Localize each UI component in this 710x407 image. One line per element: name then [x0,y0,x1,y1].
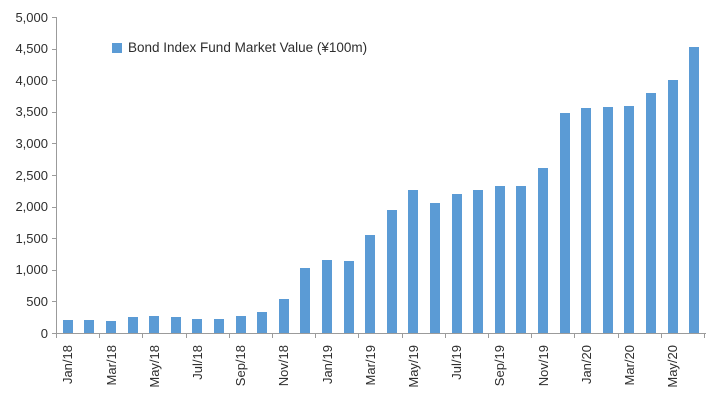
y-tick-label: 4,000 [15,72,48,88]
x-tick [617,334,619,338]
x-tick-label: Jan/19 [319,345,335,385]
y-tick-label: 1,000 [15,262,48,278]
y-tick-label: 2,000 [15,199,48,215]
x-tick [574,334,576,338]
x-tick [531,334,533,338]
bar-Mar/20 [624,106,635,333]
x-tick-label: Mar/18 [103,345,119,386]
y-tick [52,111,56,113]
y-tick-label: 3,500 [15,104,48,120]
bar-Sep/19 [494,185,505,333]
x-tick-label: May/19 [405,345,421,388]
x-tick-label: Sep/19 [492,345,508,387]
bar-Jan/19 [322,259,332,333]
legend-label: Bond Index Fund Market Value (¥100m) [128,40,368,55]
x-tick [185,334,187,338]
y-tick [52,175,56,176]
y-tick [52,301,56,303]
bar-May/19 [408,190,419,333]
x-tick-label: Jan/18 [60,345,76,385]
x-tick-label: Mar/19 [362,345,378,386]
bar-Jan/18 [62,320,73,333]
y-tick-label: 4,500 [15,41,48,57]
bar-May/20 [667,79,678,333]
bar-Sep/18 [235,315,246,333]
x-tick [228,334,230,338]
y-tick-label: 0 [40,325,48,341]
y-tick [52,206,56,208]
x-tick-label: May/18 [146,345,162,388]
x-tick [56,334,57,338]
bar-Feb/20 [602,107,613,333]
bar-Nov/18 [278,299,289,333]
x-tick [99,334,101,338]
y-tick-label: 3,000 [15,135,48,151]
bar-Mar/19 [365,234,376,333]
x-tick-label: Sep/18 [233,345,249,387]
x-tick-label: Jul/19 [449,345,465,380]
x-tick-label: Mar/20 [621,345,637,386]
bar-Dec/19 [559,113,570,333]
x-tick [272,334,273,338]
y-tick-label: 500 [26,293,48,309]
bar-Oct/19 [516,185,527,333]
bar-Jun/18 [170,316,181,333]
x-tick-label: Nov/18 [276,345,292,387]
x-tick [401,334,403,338]
bar-Apr/18 [127,316,138,333]
bar-Mar/18 [106,320,116,333]
chart-legend: Bond Index Fund Market Value (¥100m) [112,40,367,55]
x-tick [315,334,317,338]
bar-Feb/19 [343,260,354,333]
x-tick-label: Nov/19 [535,345,551,387]
bar-Jun/19 [430,203,440,333]
bar-Jun/20 [689,47,700,333]
y-tick-label: 5,000 [15,9,48,25]
x-tick-label: May/20 [665,345,681,388]
x-tick [358,334,360,338]
bar-Dec/18 [300,268,311,333]
bar-Aug/19 [473,190,484,333]
y-axis-line [56,17,57,334]
y-tick-label: 1,500 [15,230,48,246]
bar-May/18 [149,316,160,333]
legend-color-swatch [112,42,122,53]
y-tick [52,269,56,271]
x-tick [444,334,446,338]
bar-Nov/19 [538,168,548,333]
y-tick [52,143,56,145]
y-tick [52,48,56,50]
y-tick [52,333,56,334]
y-tick-label: 2,500 [15,167,48,183]
x-tick [142,334,144,338]
bar-Jan/20 [581,108,592,333]
bar-Apr/19 [386,210,397,333]
bar-Jul/18 [192,318,203,333]
y-tick [52,80,56,82]
bar-Oct/18 [257,311,268,333]
x-tick [488,334,489,338]
y-tick [52,238,56,240]
bar-Jul/19 [451,194,462,333]
x-tick-label: Jul/18 [189,345,205,380]
x-axis-line [56,333,706,334]
bar-Aug/18 [214,318,224,333]
bar-Feb/18 [84,320,95,333]
x-tick-label: Jan/20 [578,345,594,385]
x-tick [704,334,705,338]
x-tick [660,334,662,338]
y-tick [52,17,56,18]
bar-Apr/20 [646,93,656,333]
